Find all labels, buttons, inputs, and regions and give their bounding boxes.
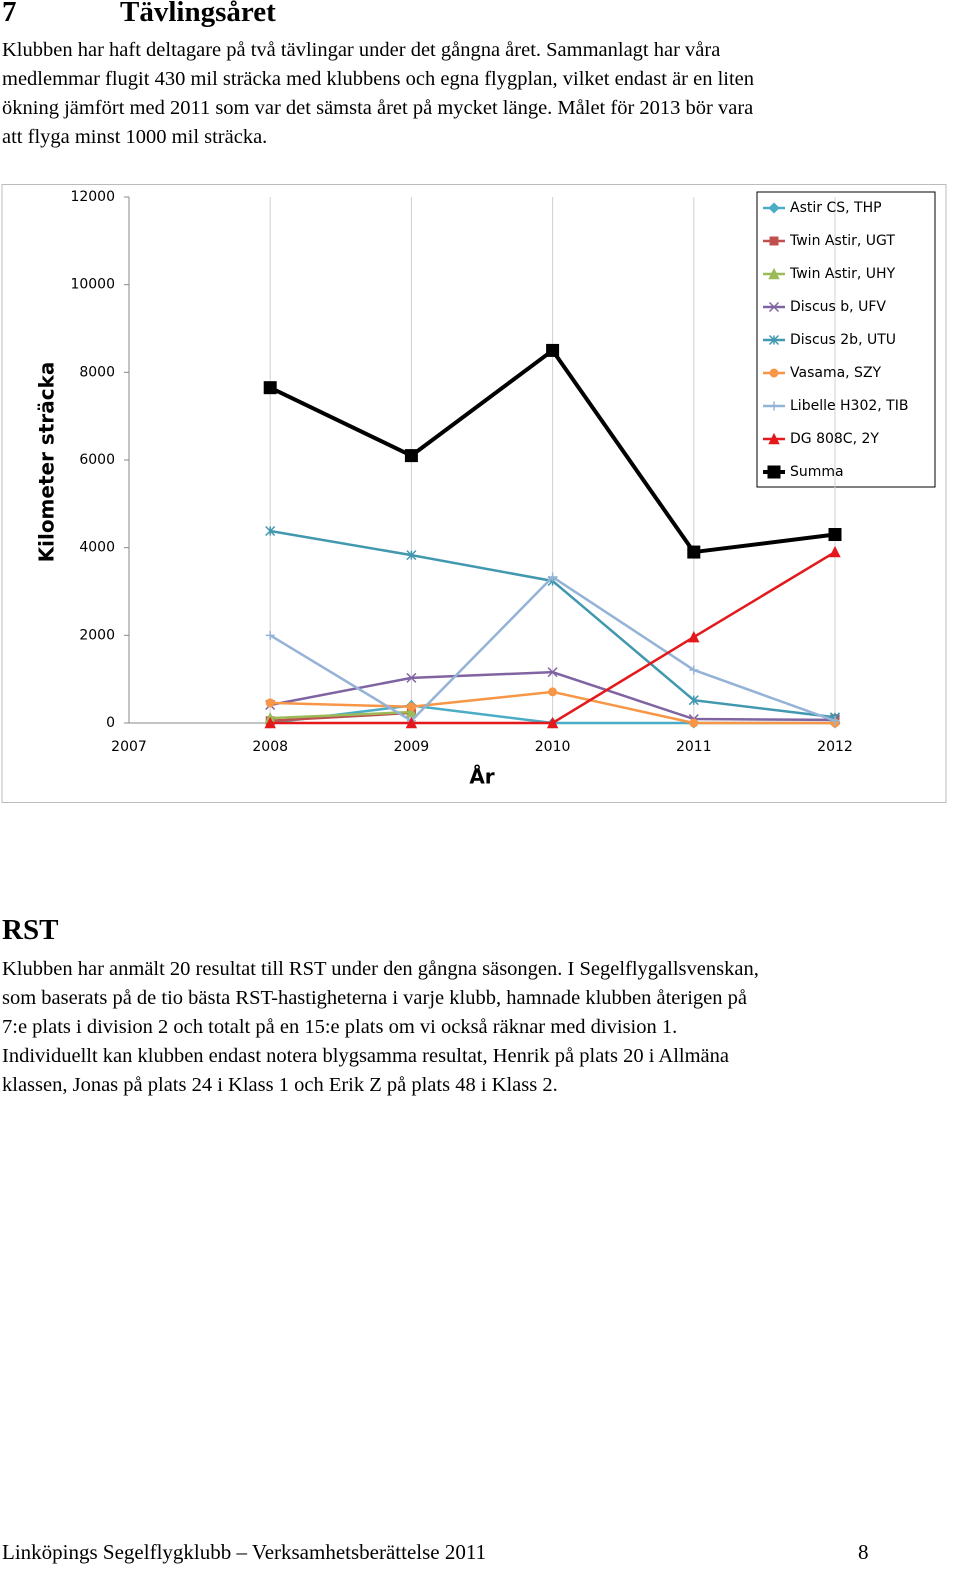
marker [548, 572, 558, 582]
marker [689, 665, 699, 675]
marker [769, 368, 779, 378]
chart: År Kilometer sträcka 2007 2008 2009 2010 201… [1, 184, 947, 803]
paragraph: Klubben har anmält 20 resultat till RST … [2, 955, 759, 1100]
x-tick-label: 2008 [252, 739, 288, 755]
y-axis-label: Kilometer sträcka [35, 362, 59, 563]
y-tick-label: 6000 [79, 452, 115, 468]
section-title: Tävlingsåret [120, 0, 276, 28]
y-tick-label: 12000 [70, 189, 115, 205]
marker [768, 334, 780, 346]
footer-text: Linköpings Segelflygklubb – Verksamhetsb… [2, 1540, 487, 1564]
marker [265, 525, 276, 537]
x-tick-label: 2010 [535, 739, 571, 755]
marker [265, 698, 275, 708]
text-line: Klubben har anmält 20 resultat till RST … [2, 958, 759, 980]
paragraph: Klubben har haft deltagare på två tävlin… [2, 36, 754, 152]
text-line: som baserats på de tio bästa RST-hastigh… [2, 987, 747, 1009]
legend-label: Summa [790, 464, 844, 480]
marker [768, 301, 780, 313]
marker [768, 267, 780, 280]
marker [769, 236, 779, 246]
marker [768, 202, 780, 214]
marker [406, 672, 417, 683]
marker [830, 716, 840, 726]
text-line: klassen, Jonas på plats 24 i Klass 1 och… [2, 1074, 558, 1096]
x-tick-label: 2007 [111, 739, 147, 755]
marker [829, 545, 841, 558]
marker [689, 718, 699, 728]
legend-label: Twin Astir, UGT [789, 233, 895, 249]
legend-label: Discus b, UFV [790, 299, 886, 315]
x-axis-label: År [469, 765, 494, 789]
marker [546, 343, 560, 357]
marker [264, 716, 276, 729]
x-tick-label: 2011 [676, 739, 712, 755]
text-line: Individuellt kan klubben endast notera b… [2, 1045, 730, 1067]
y-tick-label: 4000 [79, 540, 115, 556]
x-tick-label: 2009 [394, 739, 430, 755]
y-tick-label: 0 [106, 715, 115, 731]
marker [404, 449, 418, 463]
x-tick-label: 2012 [817, 739, 853, 755]
marker [546, 716, 559, 729]
marker [828, 528, 842, 542]
legend-label: Twin Astir, UHY [789, 266, 896, 282]
section-number: 7 [2, 0, 17, 28]
marker [688, 630, 700, 643]
marker [406, 702, 416, 712]
page-number: 8 [858, 1540, 869, 1564]
text-line: 7:e plats i division 2 och totalt på en … [2, 1016, 678, 1038]
legend-box [756, 191, 936, 488]
marker [406, 550, 417, 561]
rst-title: RST [2, 914, 59, 946]
text-line: att flyga minst 1000 mil sträcka. [2, 126, 268, 148]
marker [263, 381, 277, 395]
text-line: Klubben har haft deltagare på två tävlin… [2, 39, 721, 61]
series-line [270, 710, 412, 720]
y-tick-label: 10000 [70, 277, 115, 293]
text-line: ökning jämfört med 2011 som var det säms… [2, 97, 754, 119]
marker [548, 687, 558, 697]
marker [767, 465, 781, 479]
marker [769, 401, 779, 411]
legend-label: DG 808C, 2Y [790, 431, 879, 447]
legend-label: Libelle H302, TIB [790, 398, 908, 414]
y-tick-label: 8000 [79, 364, 115, 380]
y-tick-label: 2000 [79, 627, 115, 643]
marker [547, 667, 558, 678]
marker [405, 716, 418, 729]
legend-label: Vasama, SZY [790, 365, 882, 381]
marker [687, 545, 701, 559]
legend-label: Astir CS, THP [790, 200, 882, 216]
marker [688, 695, 699, 706]
marker [768, 432, 780, 445]
marker [265, 630, 275, 640]
legend-label: Discus 2b, UTU [790, 332, 896, 348]
text-line: medlemmar flugit 430 mil sträcka med klu… [2, 68, 755, 90]
